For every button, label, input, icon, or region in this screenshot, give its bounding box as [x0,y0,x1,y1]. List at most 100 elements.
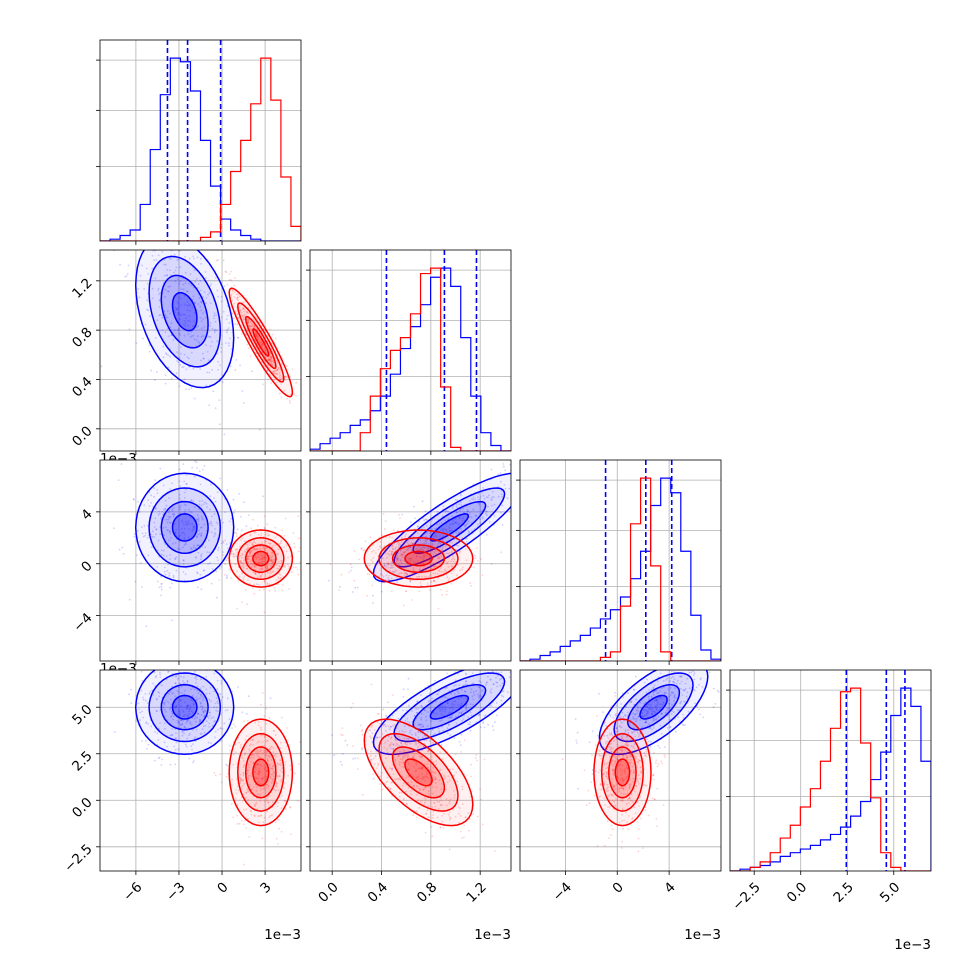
scatter-point [199,573,202,576]
scatter-point [443,708,445,710]
scatter-point [495,681,498,683]
scatter-point [645,721,648,724]
scatter-point [264,533,267,536]
scatter-point [398,754,400,757]
scatter-point [164,382,167,385]
scatter-point [220,781,223,784]
scatter-point [270,357,273,360]
scatter-point [405,754,407,757]
scatter-point [175,569,178,572]
scatter-point [373,744,376,747]
scatter-point [297,515,300,518]
scatter-point [188,315,191,317]
scatter-point [416,700,419,703]
scatter-point [272,561,275,564]
scatter-point [444,776,446,778]
scatter-point [502,463,505,465]
scatter-point [624,730,627,733]
scatter-point [153,487,155,490]
scatter-point [147,723,150,725]
scatter-point [237,741,240,744]
scatter-point [407,549,409,552]
scatter-point [448,578,451,580]
scatter-point [275,837,278,840]
scatter-point [163,702,166,704]
scatter-point [162,356,165,359]
scatter-point [687,710,690,713]
scatter-point [235,293,238,296]
scatter-point [673,696,676,699]
scatter-point [271,556,273,559]
scatter-point [661,703,664,706]
density-fill [252,328,269,356]
scatter-point [277,567,279,570]
scatter-point [247,778,250,780]
scatter-point [397,754,400,756]
scatter-point [269,570,272,572]
scatter-point [206,351,209,353]
scatter-point [197,303,200,305]
scatter-point [399,778,402,781]
scatter-point [287,563,289,566]
scatter-point [478,680,481,682]
density-contour [412,684,487,731]
scatter-point [618,779,621,782]
scatter-point [497,485,500,488]
scatter-point [460,712,463,714]
scatter-point [149,315,151,318]
density-fill [394,673,505,742]
scatter-point [616,758,619,761]
scatter-point [270,356,272,358]
scatter-point [279,769,282,772]
scatter-point [222,259,225,262]
scatter-point [406,573,409,576]
scatter-point [214,533,217,536]
scatter-point [156,580,159,583]
scatter-point [501,496,503,498]
density-fill [161,684,209,730]
scatter-point [402,551,405,554]
scatter-point [391,536,394,539]
scatter-point [260,339,262,341]
scatter-point [247,769,250,772]
scatter-point [278,565,281,567]
scatter-point [680,675,683,678]
scatter-point [242,772,245,775]
scatter-point [168,516,171,519]
scatter-point [410,789,413,792]
scatter-point [190,745,193,748]
scatter-point [270,358,272,361]
scatter-panel-2-1 [306,459,512,665]
scatter-point [396,556,399,559]
scatter-point [189,336,192,338]
scatter-point [255,802,258,805]
scatter-point [257,724,260,727]
scatter-point [445,570,447,572]
scatter-point [190,330,192,333]
scatter-point [256,776,259,779]
scatter-point [157,691,160,693]
scatter-point [192,743,194,745]
scatter-point [193,269,196,272]
scatter-point [200,554,202,557]
scatter-point [382,513,385,515]
scatter-point [429,547,432,550]
scatter-point [260,814,263,817]
scatter-point [248,766,251,769]
scatter-point [264,555,266,558]
scatter-point [661,712,663,715]
scatter-point [637,715,640,718]
scatter-point [613,784,616,787]
scatter-point [143,504,146,507]
scatter-point [183,491,186,494]
scatter-point [141,740,143,742]
scatter-point [244,819,247,822]
scatter-point [458,516,461,519]
scatter-point [644,754,646,757]
scatter-point [606,740,609,743]
scatter-point [248,744,251,747]
scatter-point [664,692,667,694]
scatter-point [202,685,205,688]
scatter-point [253,325,256,328]
scatter-point [209,562,211,565]
